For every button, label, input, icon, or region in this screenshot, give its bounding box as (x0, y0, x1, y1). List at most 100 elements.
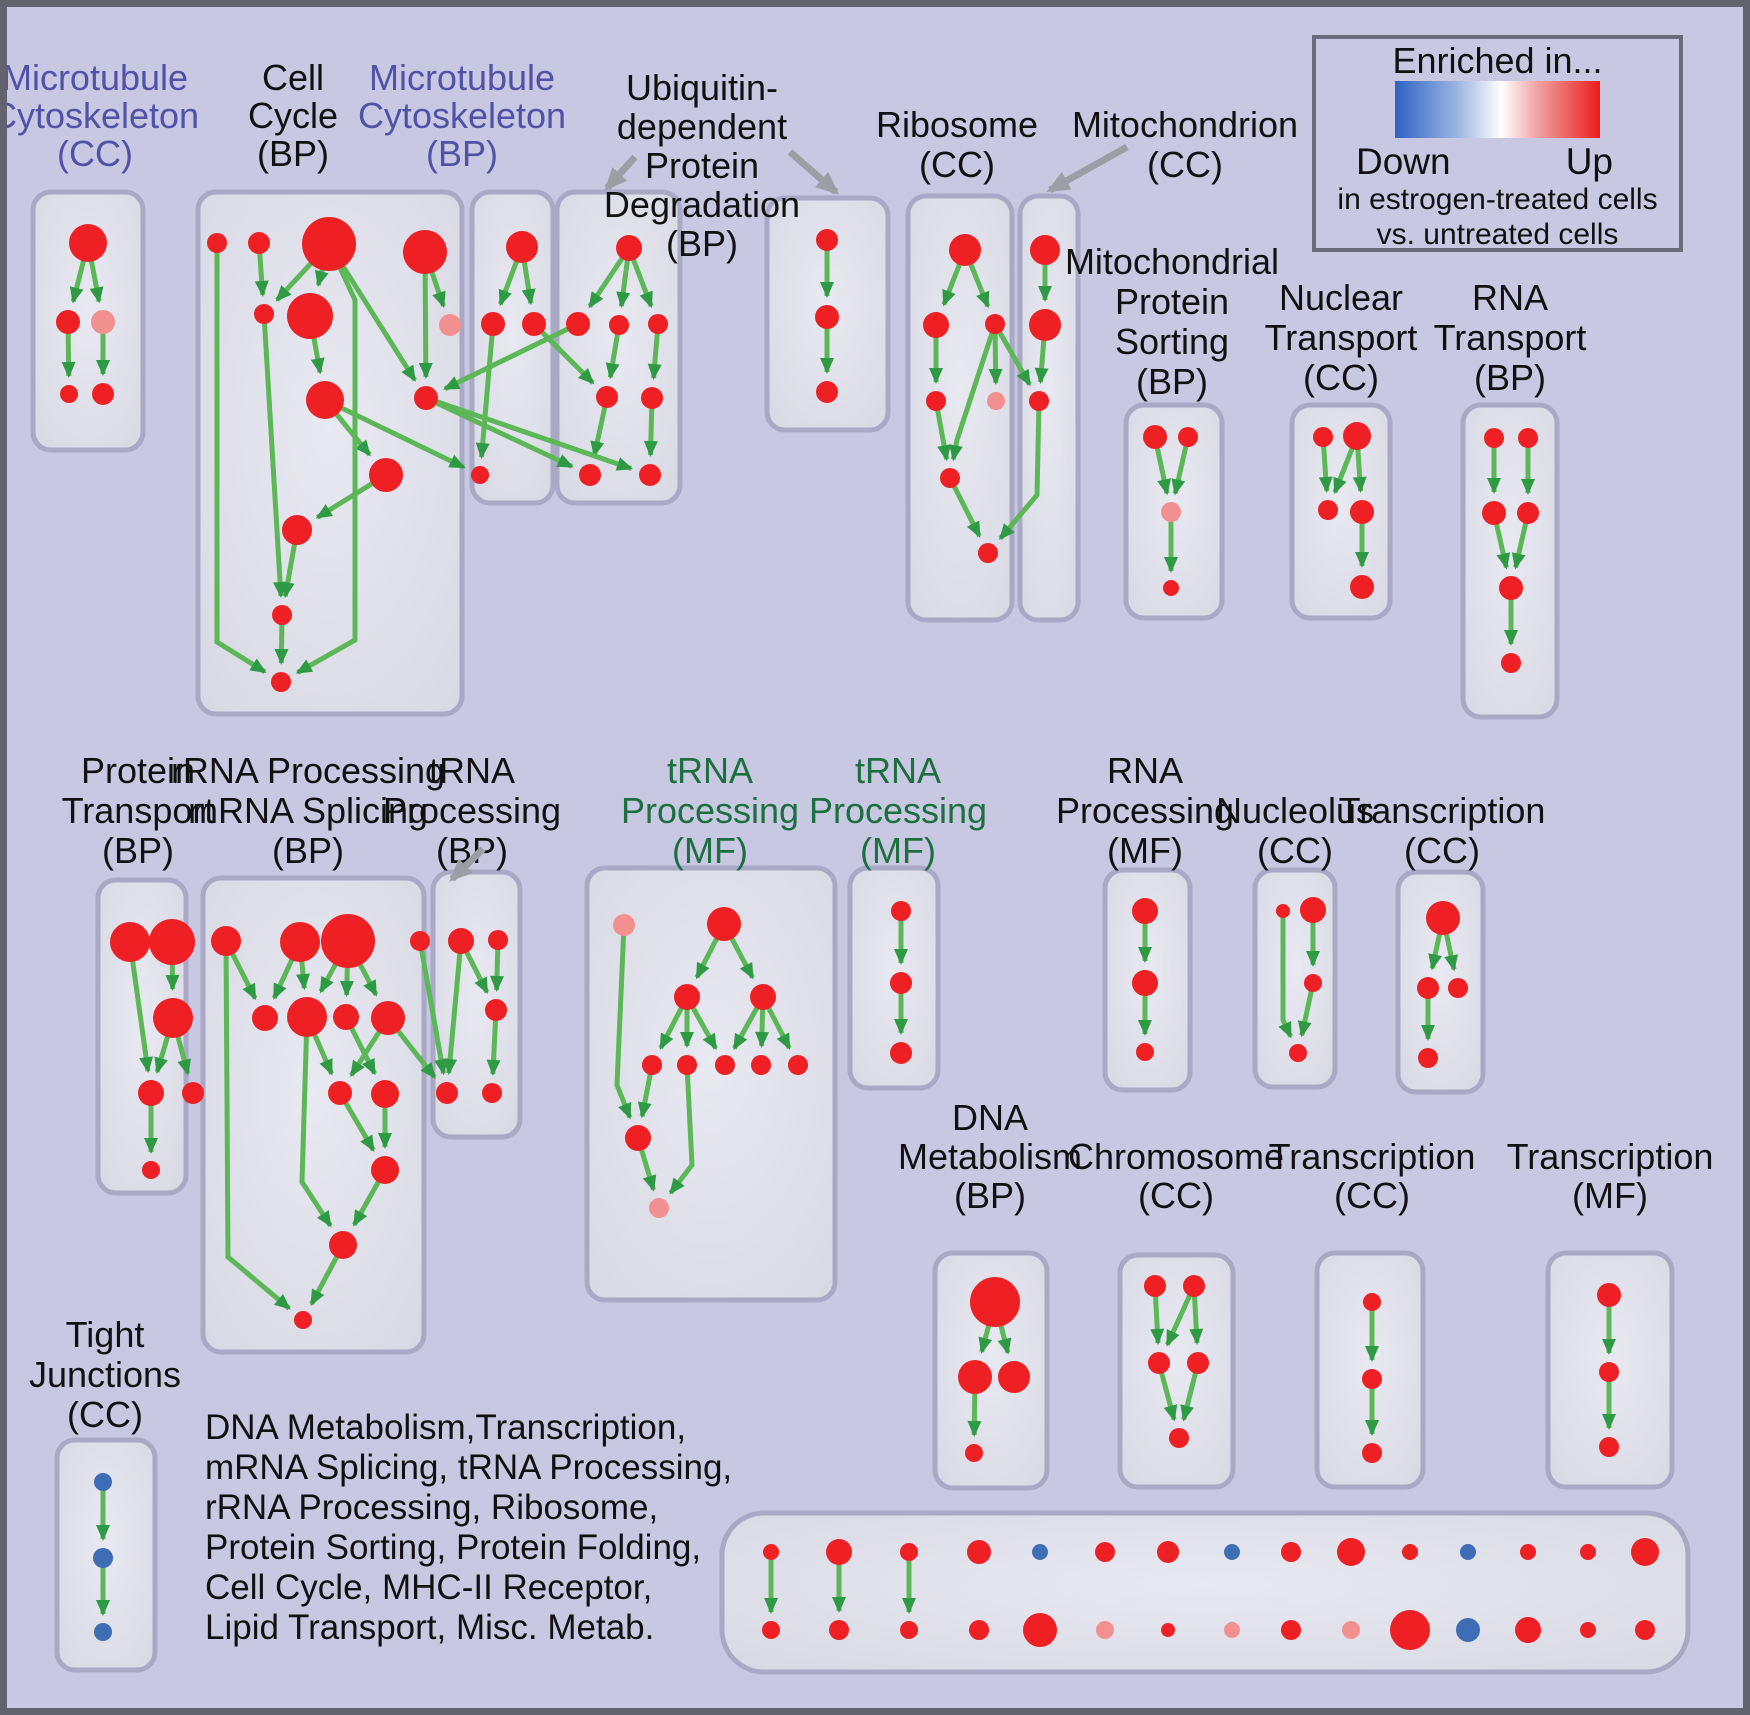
gene-node (485, 999, 507, 1021)
gene-node (648, 314, 668, 334)
gene-node (1224, 1544, 1240, 1560)
gene-node (1599, 1437, 1619, 1457)
edge-arrow (443, 321, 580, 392)
group-label-ribosome: Ribosome (876, 104, 1038, 145)
legend-up-label: Up (1565, 141, 1613, 182)
gene-node (1023, 1613, 1057, 1647)
gene-node (287, 997, 327, 1037)
group-label-trnamf2: Processing (809, 790, 987, 831)
group-label-trcc2: Transcription (1269, 1136, 1476, 1177)
group-label-trnamf2: (MF) (860, 830, 936, 871)
gene-node (1426, 901, 1460, 935)
gene-node (965, 1444, 983, 1462)
text-line: Protein Sorting, Protein Folding, (205, 1528, 702, 1567)
gene-node (410, 931, 430, 951)
gene-node (949, 234, 981, 266)
group-label-mito: Mitochondrion (1072, 104, 1298, 145)
legend-gradient-bar (1395, 81, 1600, 138)
legend-title: Enriched in... (1392, 40, 1603, 81)
edge-arrow (417, 940, 448, 1076)
group-label-ub1: Ubiquitin- (626, 67, 778, 108)
gene-node (92, 383, 114, 405)
edge-arrow (992, 322, 1032, 387)
gene-node (1635, 1620, 1655, 1640)
gene-node (1448, 978, 1468, 998)
group-label-ub1: Degradation (604, 184, 800, 225)
gene-node (958, 1360, 992, 1394)
label-pointer-arrow (449, 846, 486, 882)
gene-node (248, 232, 270, 254)
gene-node (826, 1539, 852, 1565)
gene-node (60, 385, 78, 403)
gene-node (900, 1543, 918, 1561)
gene-node (1178, 427, 1198, 447)
gene-node (1402, 1544, 1418, 1560)
gene-node (439, 314, 461, 336)
gene-node (1350, 575, 1374, 599)
group-label-mps: Sorting (1115, 321, 1229, 362)
gene-node (1029, 309, 1061, 341)
gene-node (1342, 1621, 1360, 1639)
gene-node (816, 381, 838, 403)
group-label-rnap: Processing (1056, 790, 1234, 831)
group-label-rnat: Transport (1434, 317, 1587, 358)
group-label-ribosome: (CC) (919, 144, 995, 185)
gene-node (762, 1621, 780, 1639)
gene-node (815, 305, 839, 329)
summary-text-block: DNA Metabolism,Transcription, mRNA Splici… (205, 1408, 732, 1648)
edge-arrow (223, 940, 291, 1311)
text-line: Cell Cycle, MHC-II Receptor, (205, 1568, 653, 1607)
group-label-nuct: (CC) (1303, 357, 1379, 398)
gene-node (1032, 1544, 1048, 1560)
gene-node (1169, 1428, 1189, 1448)
edge-arrow (443, 940, 464, 1076)
gene-node (294, 1311, 312, 1329)
gene-node (94, 1623, 112, 1641)
group-label-dnam: Metabolism (898, 1136, 1082, 1177)
gene-node (1518, 428, 1538, 448)
gene-node (985, 314, 1005, 334)
group-label-rrna: mRNA Splicing (188, 790, 428, 831)
group-label-trmf: Transcription (1507, 1136, 1714, 1177)
group-label-mt_bp: Cytoskeleton (358, 95, 566, 136)
gene-node (207, 233, 227, 253)
group-label-tightj: (CC) (67, 1394, 143, 1435)
gene-node (1163, 580, 1179, 596)
gene-node (1281, 1542, 1301, 1562)
gene-node (1132, 898, 1158, 924)
gene-node (302, 217, 356, 271)
gene-node (1148, 1352, 1170, 1374)
edge-arrow (949, 323, 998, 462)
gene-node (566, 312, 590, 336)
gene-node (613, 914, 635, 936)
group-label-rrna: (BP) (272, 830, 344, 871)
group-label-rrna: rRNA Processing (171, 750, 445, 791)
gene-node (1281, 1620, 1301, 1640)
edge-arrow (299, 1016, 333, 1228)
gene-node (1482, 501, 1506, 525)
gene-node (642, 1055, 662, 1075)
gene-node (272, 605, 292, 625)
gene-node (625, 1125, 651, 1151)
group-label-trnamf1: (MF) (672, 830, 748, 871)
gene-node (579, 464, 601, 486)
group-label-pt: Transport (62, 790, 215, 831)
gene-node (970, 1277, 1020, 1327)
group-label-mt_cc: Microtubule (2, 57, 188, 98)
group-label-mt_cc: Cytoskeleton (0, 95, 199, 136)
edge-arrow (425, 395, 633, 471)
label-pointer-arrow (604, 154, 638, 191)
group-label-trnabp: (BP) (436, 830, 508, 871)
group-label-dnam: DNA (952, 1097, 1028, 1138)
gene-node (1580, 1622, 1596, 1638)
gene-node (1460, 1544, 1476, 1560)
gene-node (998, 1361, 1030, 1393)
gene-node (138, 1080, 164, 1106)
gene-node (891, 901, 911, 921)
gene-node (1276, 904, 1290, 918)
gene-node (609, 315, 629, 335)
gene-node (1132, 970, 1158, 996)
gene-node (1096, 1621, 1114, 1639)
gene-node (329, 1231, 357, 1259)
